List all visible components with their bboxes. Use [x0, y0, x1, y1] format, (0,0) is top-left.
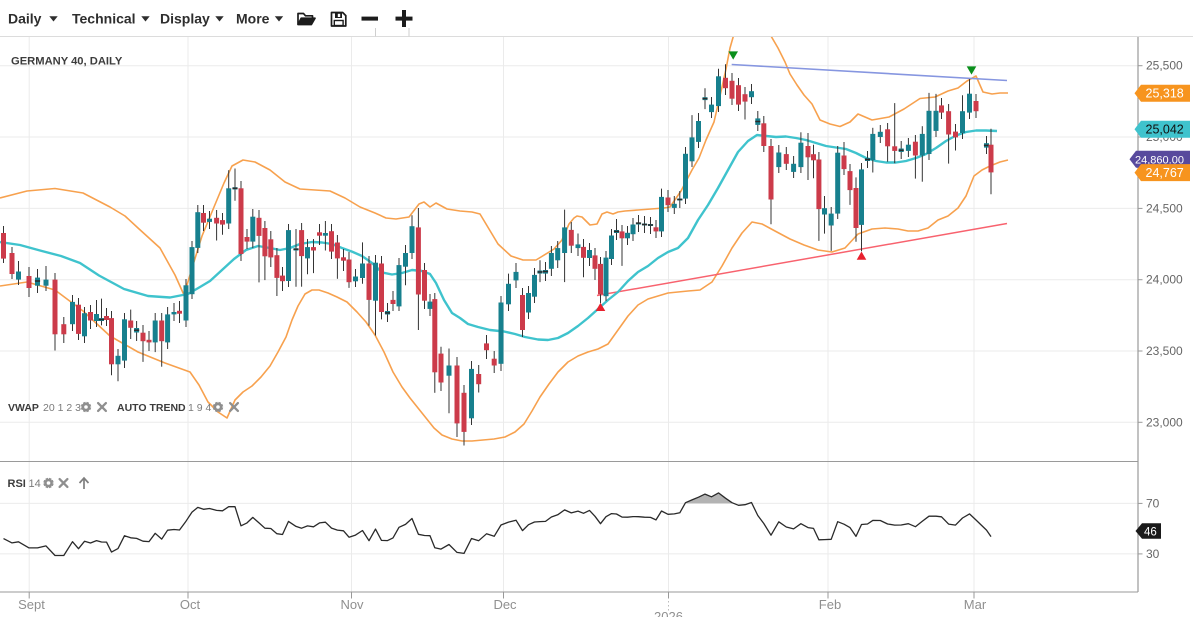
svg-text:46: 46	[1144, 526, 1157, 538]
svg-text:23,500: 23,500	[1146, 344, 1183, 358]
svg-text:25,042: 25,042	[1146, 123, 1184, 137]
svg-text:1 9 4: 1 9 4	[188, 402, 212, 414]
svg-text:23,000: 23,000	[1146, 415, 1183, 429]
svg-text:24,767: 24,767	[1146, 166, 1184, 180]
svg-text:AUTO TREND: AUTO TREND	[117, 402, 186, 414]
svg-text:24,860.00: 24,860.00	[1135, 155, 1184, 167]
svg-text:24,500: 24,500	[1146, 201, 1183, 215]
svg-text:More: More	[236, 11, 270, 27]
svg-text:Daily: Daily	[8, 11, 42, 27]
svg-text:14: 14	[29, 478, 41, 490]
svg-text:Dec: Dec	[493, 597, 517, 612]
svg-text:RSI: RSI	[8, 478, 26, 490]
svg-text:Nov: Nov	[340, 597, 364, 612]
svg-text:30: 30	[1146, 547, 1160, 561]
svg-text:Display: Display	[160, 11, 210, 27]
svg-text:2026: 2026	[654, 609, 683, 617]
svg-text:20 1 2 3: 20 1 2 3	[43, 402, 81, 414]
svg-text:Technical: Technical	[72, 11, 136, 27]
svg-text:GERMANY 40, DAILY: GERMANY 40, DAILY	[11, 56, 123, 68]
svg-text:24,000: 24,000	[1146, 273, 1183, 287]
svg-text:Mar: Mar	[964, 597, 987, 612]
svg-text:70: 70	[1146, 496, 1160, 510]
svg-text:25,318: 25,318	[1146, 87, 1184, 101]
svg-text:Oct: Oct	[180, 597, 201, 612]
svg-text:Sept: Sept	[18, 597, 45, 612]
svg-text:25,500: 25,500	[1146, 59, 1183, 73]
svg-text:VWAP: VWAP	[8, 402, 39, 414]
svg-text:Feb: Feb	[819, 597, 841, 612]
